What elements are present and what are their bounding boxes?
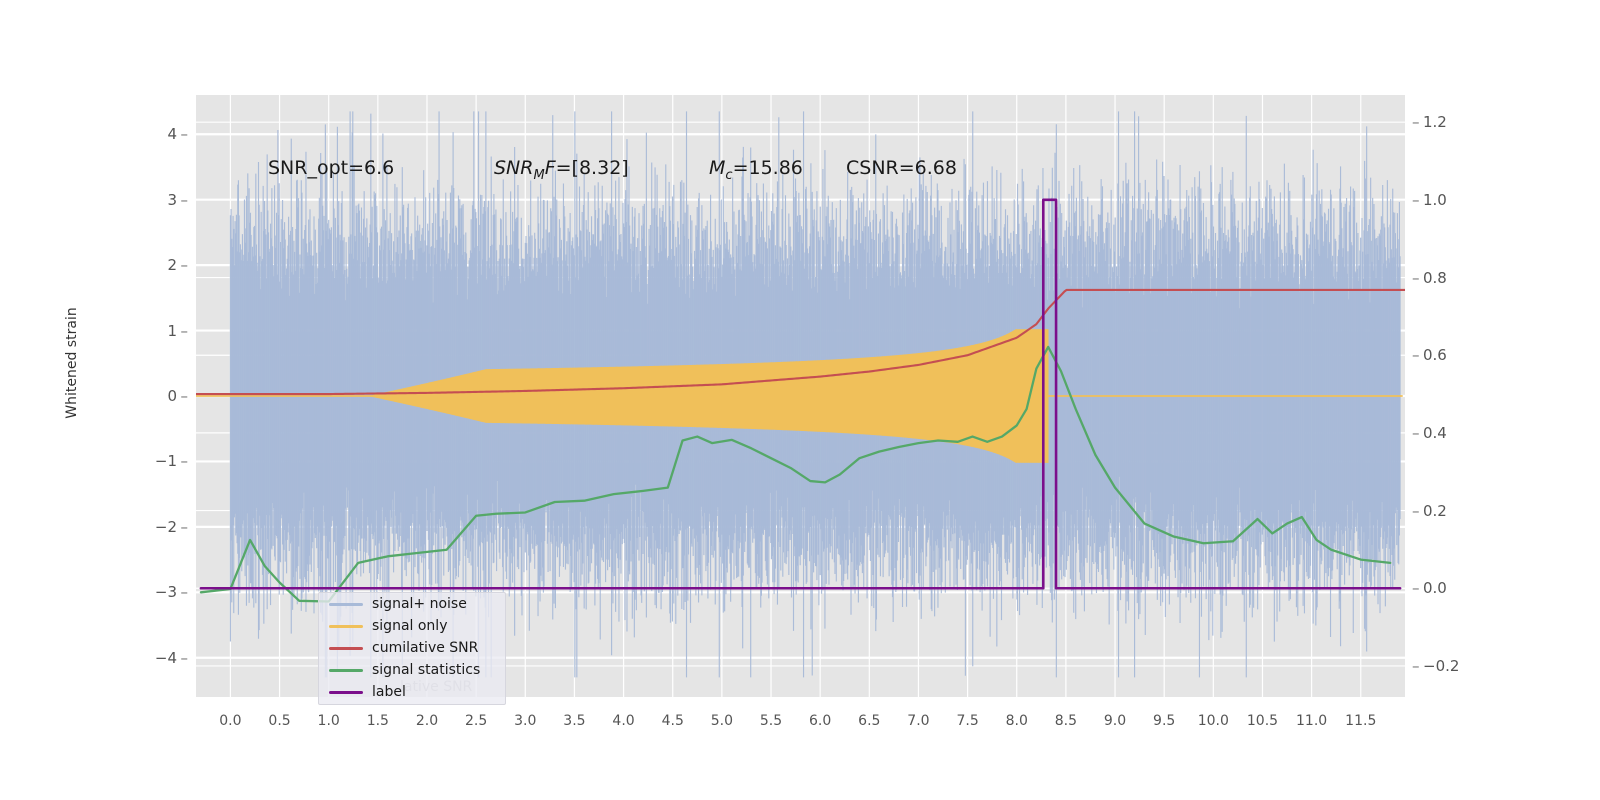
legend-swatch-icon (329, 647, 363, 650)
y-tick-left: 2 – (167, 256, 188, 274)
y-tick-left: 1 – (167, 322, 188, 340)
legend-swatch-icon (329, 691, 363, 694)
x-tick: 3.5 (563, 713, 585, 729)
x-tick: 3.0 (514, 713, 536, 729)
legend-swatch-icon (329, 625, 363, 628)
y-tick-right: – 1.0 (1412, 191, 1447, 209)
legend-swatch-icon (329, 669, 363, 672)
x-tick: 4.5 (662, 713, 684, 729)
y-axis-label-left: Whitened strain (64, 263, 80, 463)
legend-label: signal statistics (372, 662, 480, 678)
annotation-csnr: CSNR=6.68 (846, 157, 957, 179)
legend-label: signal+ noise (372, 596, 467, 612)
legend-swatch-icon (329, 603, 363, 606)
legend-label: cumilative SNR (372, 640, 478, 656)
y-tick-left: 3 – (167, 191, 188, 209)
chart-svg (0, 0, 1600, 800)
mask-top (0, 0, 1600, 95)
x-tick: 2.5 (465, 713, 487, 729)
x-tick: 5.5 (760, 713, 782, 729)
x-tick: 8.5 (1055, 713, 1077, 729)
x-tick: 7.5 (956, 713, 978, 729)
annotation-snr-opt: SNR_opt=6.6 (268, 157, 394, 179)
x-tick: 4.0 (612, 713, 634, 729)
y-tick-left: −3 – (155, 583, 188, 601)
x-tick: 6.0 (809, 713, 831, 729)
legend-item-4[interactable]: label (319, 681, 505, 703)
x-tick: 11.0 (1296, 713, 1327, 729)
y-tick-left: −4 – (155, 649, 188, 667)
y-tick-left: 0 – (167, 387, 188, 405)
x-tick: 10.5 (1247, 713, 1278, 729)
x-tick: 1.0 (318, 713, 340, 729)
x-tick: 1.5 (367, 713, 389, 729)
legend-label: signal only (372, 618, 447, 634)
x-tick: 8.0 (1006, 713, 1028, 729)
legend-item-0[interactable]: signal+ noise (319, 593, 505, 615)
x-tick: 0.5 (268, 713, 290, 729)
x-tick: 11.5 (1345, 713, 1376, 729)
y-tick-right: – 0.6 (1412, 346, 1447, 364)
y-tick-left: −1 – (155, 452, 188, 470)
x-tick: 2.0 (416, 713, 438, 729)
y-tick-left: −2 – (155, 518, 188, 536)
legend-box[interactable]: signal+ noise signal only cumilative SNR si… (318, 592, 506, 705)
figure-canvas: stats at each timestep for test data 8 W… (0, 0, 1600, 800)
x-tick: 10.0 (1198, 713, 1229, 729)
y-tick-right: – 0.2 (1412, 502, 1447, 520)
x-tick: 6.5 (858, 713, 880, 729)
y-tick-right: – 0.8 (1412, 269, 1447, 287)
legend-item-3[interactable]: signal statistics (319, 659, 505, 681)
x-tick: 0.0 (219, 713, 241, 729)
y-tick-right: – 0.4 (1412, 424, 1447, 442)
x-tick: 9.0 (1104, 713, 1126, 729)
x-tick: 9.5 (1153, 713, 1175, 729)
y-tick-right: – 1.2 (1412, 113, 1447, 131)
annotation-snr-mf: SNRMF=[8.32] (494, 157, 629, 183)
legend-item-1[interactable]: signal only (319, 615, 505, 637)
x-tick: 5.0 (711, 713, 733, 729)
x-tick: 7.0 (907, 713, 929, 729)
y-tick-left: 4 – (167, 125, 188, 143)
y-tick-right: – −0.2 (1412, 657, 1459, 675)
legend-item-2[interactable]: cumilative SNR (319, 637, 505, 659)
legend-label: label (372, 684, 406, 700)
y-tick-right: – 0.0 (1412, 579, 1447, 597)
annotation-chirp-mass: Mc=15.86 (709, 157, 803, 183)
